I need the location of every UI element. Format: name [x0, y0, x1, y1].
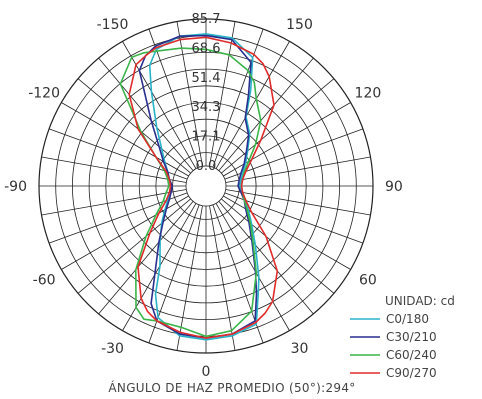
series-line-C30-210 — [138, 34, 258, 339]
legend-label: C60/240 — [386, 348, 437, 362]
series-layer — [119, 33, 279, 341]
grid-spoke — [215, 41, 290, 169]
grid-spoke — [98, 201, 194, 315]
angle-tick-label: -150 — [97, 17, 129, 33]
grid-spoke — [212, 28, 264, 168]
series-line-C90-270 — [128, 36, 279, 339]
grid-spoke — [41, 156, 187, 183]
grid-spoke — [215, 203, 290, 331]
grid-spoke — [98, 57, 194, 171]
radial-tick-label: 34.3 — [192, 100, 221, 115]
polar-grid — [38, 18, 374, 354]
angle-tick-label: 90 — [385, 179, 403, 195]
grid-spoke — [148, 204, 200, 344]
grid-spoke — [122, 41, 197, 169]
angle-tick-label: -30 — [101, 341, 124, 357]
grid-spoke — [148, 28, 200, 168]
grid-spoke — [221, 78, 335, 174]
grid-spoke — [77, 78, 191, 174]
grid-spoke — [209, 21, 236, 167]
series-line-C0-180 — [148, 33, 260, 341]
radial-tick-label: 0.0 — [196, 159, 217, 174]
radial-tick-label: 68.6 — [192, 41, 221, 56]
legend-label: C90/270 — [386, 366, 437, 380]
series-line-C60-240 — [119, 47, 262, 338]
angle-tick-label: 120 — [355, 86, 382, 102]
radial-tick-label: 51.4 — [192, 71, 221, 86]
angle-tick-label: 0 — [202, 364, 211, 380]
beam-angle-caption: ÁNGULO DE HAZ PROMEDIO (50°):294° — [108, 380, 355, 395]
grid-spoke — [41, 189, 187, 216]
grid-spoke — [48, 192, 188, 244]
legend-label: C0/180 — [386, 312, 429, 326]
radial-tick-labels: 0.0 17.1 34.3 51.4 68.6 85.7 — [192, 12, 221, 174]
grid-spoke — [225, 189, 371, 216]
radial-tick-label: 17.1 — [192, 130, 221, 145]
grid-spoke — [225, 156, 371, 183]
angle-tick-labels: 0 30 60 90 120 150 -150 -120 -90 -60 -30 — [4, 17, 403, 380]
grid-spoke — [218, 57, 314, 171]
angle-tick-label: -120 — [28, 86, 60, 102]
angle-tick-label: 150 — [286, 17, 313, 33]
grid-spoke — [221, 198, 335, 294]
grid-spoke — [223, 195, 351, 270]
grid-spoke — [176, 21, 203, 167]
grid-spoke — [224, 192, 364, 244]
grid-spoke — [176, 205, 203, 351]
angle-tick-label: -60 — [33, 273, 56, 289]
grid-spoke — [77, 198, 191, 294]
grid-spoke — [224, 128, 364, 180]
legend: UNIDAD: cd C0/180 C30/210 C60/240 C90/270 — [350, 294, 455, 380]
radial-tick-label: 85.7 — [192, 12, 221, 27]
legend-label: C30/210 — [386, 330, 437, 344]
grid-spoke — [209, 205, 236, 351]
grid-spoke — [61, 102, 189, 177]
angle-tick-label: -90 — [4, 179, 27, 195]
legend-items: C0/180 C30/210 C60/240 C90/270 — [350, 312, 437, 380]
angle-tick-label: 60 — [359, 273, 377, 289]
unit-label: UNIDAD: cd — [385, 294, 455, 308]
grid-hub — [185, 165, 227, 207]
angle-tick-label: 30 — [291, 341, 309, 357]
grid-spoke — [218, 201, 314, 315]
